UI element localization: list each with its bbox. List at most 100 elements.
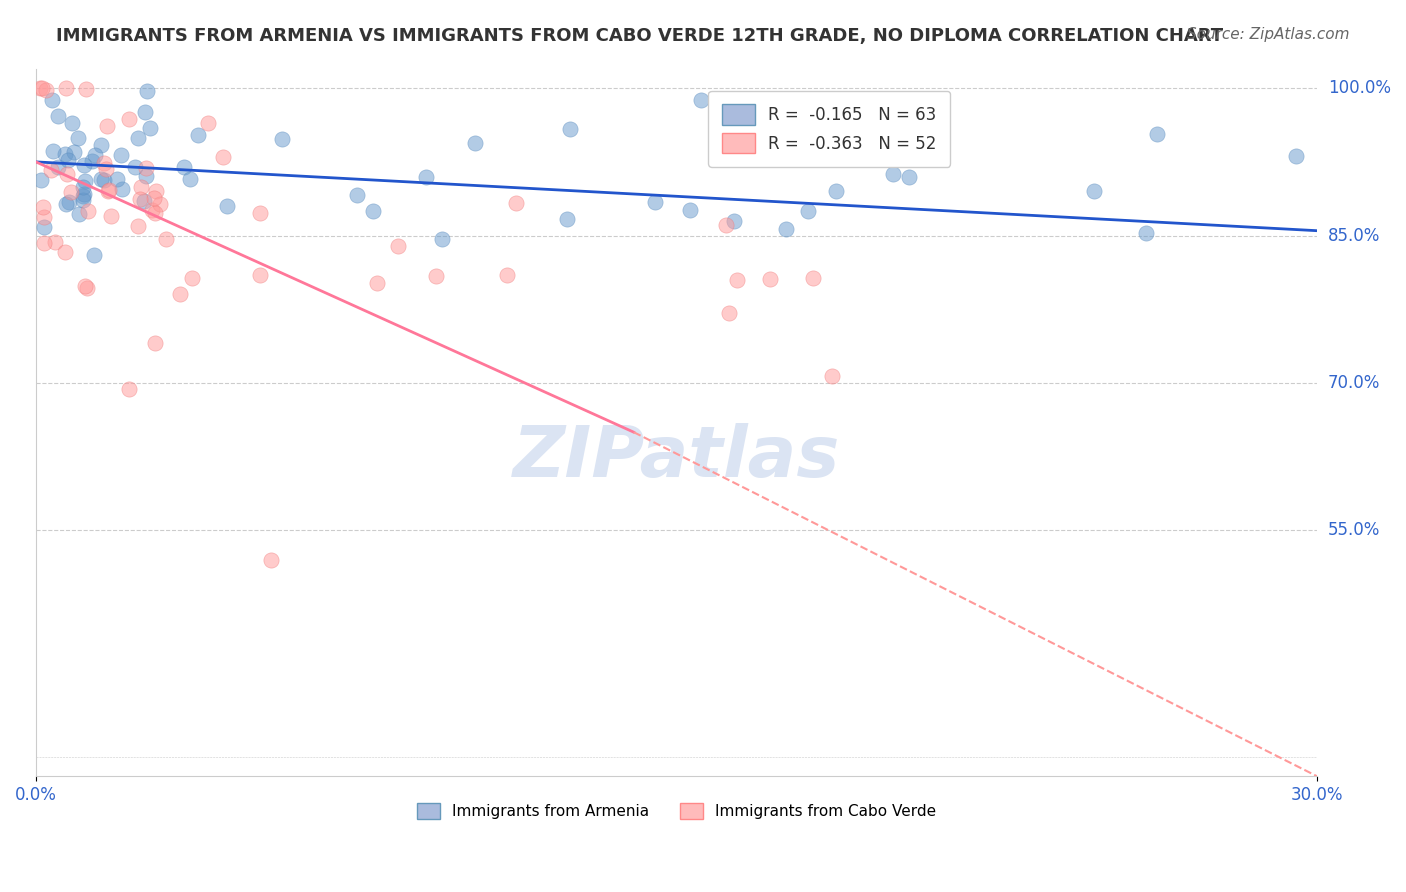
Point — [60, 115, 83, 129]
Point — [145, 184, 167, 198]
Point — [93, 173, 115, 187]
Point — [1284, 149, 1306, 163]
Point — [55, 197, 77, 211]
Point — [759, 272, 782, 286]
Point — [93, 156, 115, 170]
Point — [129, 192, 152, 206]
Point — [271, 132, 294, 146]
Point — [53, 146, 76, 161]
Point — [825, 184, 848, 198]
Point — [143, 205, 166, 219]
Point — [129, 180, 152, 194]
Point — [714, 218, 737, 232]
Point — [415, 169, 437, 184]
Point — [821, 369, 844, 384]
Point — [249, 205, 271, 219]
Point — [94, 161, 117, 176]
Point — [555, 211, 578, 226]
Point — [75, 82, 97, 96]
Point — [72, 180, 94, 194]
Text: 100.0%: 100.0% — [1329, 79, 1391, 97]
Point — [127, 219, 149, 233]
Point — [34, 235, 56, 250]
Point — [72, 193, 94, 207]
Point — [32, 200, 55, 214]
Point — [173, 160, 195, 174]
Point — [187, 128, 209, 142]
Point — [127, 130, 149, 145]
Point — [139, 121, 162, 136]
Point — [60, 186, 83, 200]
Point — [1083, 184, 1105, 198]
Point — [464, 136, 486, 151]
Legend: Immigrants from Armenia, Immigrants from Cabo Verde: Immigrants from Armenia, Immigrants from… — [411, 797, 942, 825]
Point — [46, 109, 69, 123]
Point — [149, 196, 172, 211]
Point — [84, 148, 107, 162]
Point — [134, 104, 156, 119]
Point — [96, 119, 118, 133]
Point — [723, 213, 745, 227]
Point — [100, 209, 122, 223]
Point — [897, 169, 920, 184]
Point — [73, 186, 96, 201]
Point — [775, 222, 797, 236]
Text: 85.0%: 85.0% — [1329, 227, 1381, 244]
Text: IMMIGRANTS FROM ARMENIA VS IMMIGRANTS FROM CABO VERDE 12TH GRADE, NO DIPLOMA COR: IMMIGRANTS FROM ARMENIA VS IMMIGRANTS FR… — [56, 27, 1223, 45]
Point — [387, 239, 409, 253]
Point — [77, 204, 100, 219]
Text: 70.0%: 70.0% — [1329, 374, 1381, 392]
Point — [30, 173, 52, 187]
Point — [824, 135, 846, 149]
Point — [46, 160, 69, 174]
Point — [882, 167, 904, 181]
Point — [425, 269, 447, 284]
Point — [111, 182, 134, 196]
Point — [75, 279, 97, 293]
Point — [1135, 226, 1157, 240]
Point — [181, 271, 204, 285]
Point — [32, 210, 55, 224]
Point — [30, 81, 52, 95]
Point — [249, 268, 271, 283]
Point — [496, 268, 519, 283]
Point — [118, 112, 141, 126]
Point — [260, 553, 283, 567]
Point — [73, 158, 96, 172]
Point — [32, 219, 55, 234]
Point — [136, 84, 159, 98]
Point — [366, 276, 388, 290]
Point — [56, 153, 79, 167]
Point — [67, 131, 90, 145]
Point — [727, 273, 749, 287]
Point — [97, 184, 120, 198]
Point — [690, 93, 713, 107]
Point — [97, 183, 120, 197]
Point — [179, 172, 201, 186]
Point — [679, 202, 702, 217]
Point — [197, 116, 219, 130]
Point — [118, 382, 141, 396]
Point — [363, 204, 385, 219]
Point — [558, 122, 581, 136]
Point — [124, 160, 146, 174]
Text: 55.0%: 55.0% — [1329, 522, 1381, 540]
Point — [44, 235, 66, 249]
Point — [75, 174, 97, 188]
Text: ZIPatlas: ZIPatlas — [513, 423, 841, 492]
Point — [53, 245, 76, 260]
Point — [505, 196, 527, 211]
Point — [76, 281, 98, 295]
Point — [143, 335, 166, 350]
Point — [135, 161, 157, 176]
Point — [432, 232, 454, 246]
Point — [135, 169, 157, 183]
Point — [58, 195, 80, 210]
Point — [169, 286, 191, 301]
Point — [718, 306, 741, 320]
Point — [35, 83, 58, 97]
Point — [67, 207, 90, 221]
Point — [1146, 127, 1168, 141]
Point — [155, 232, 177, 246]
Point — [134, 194, 156, 209]
